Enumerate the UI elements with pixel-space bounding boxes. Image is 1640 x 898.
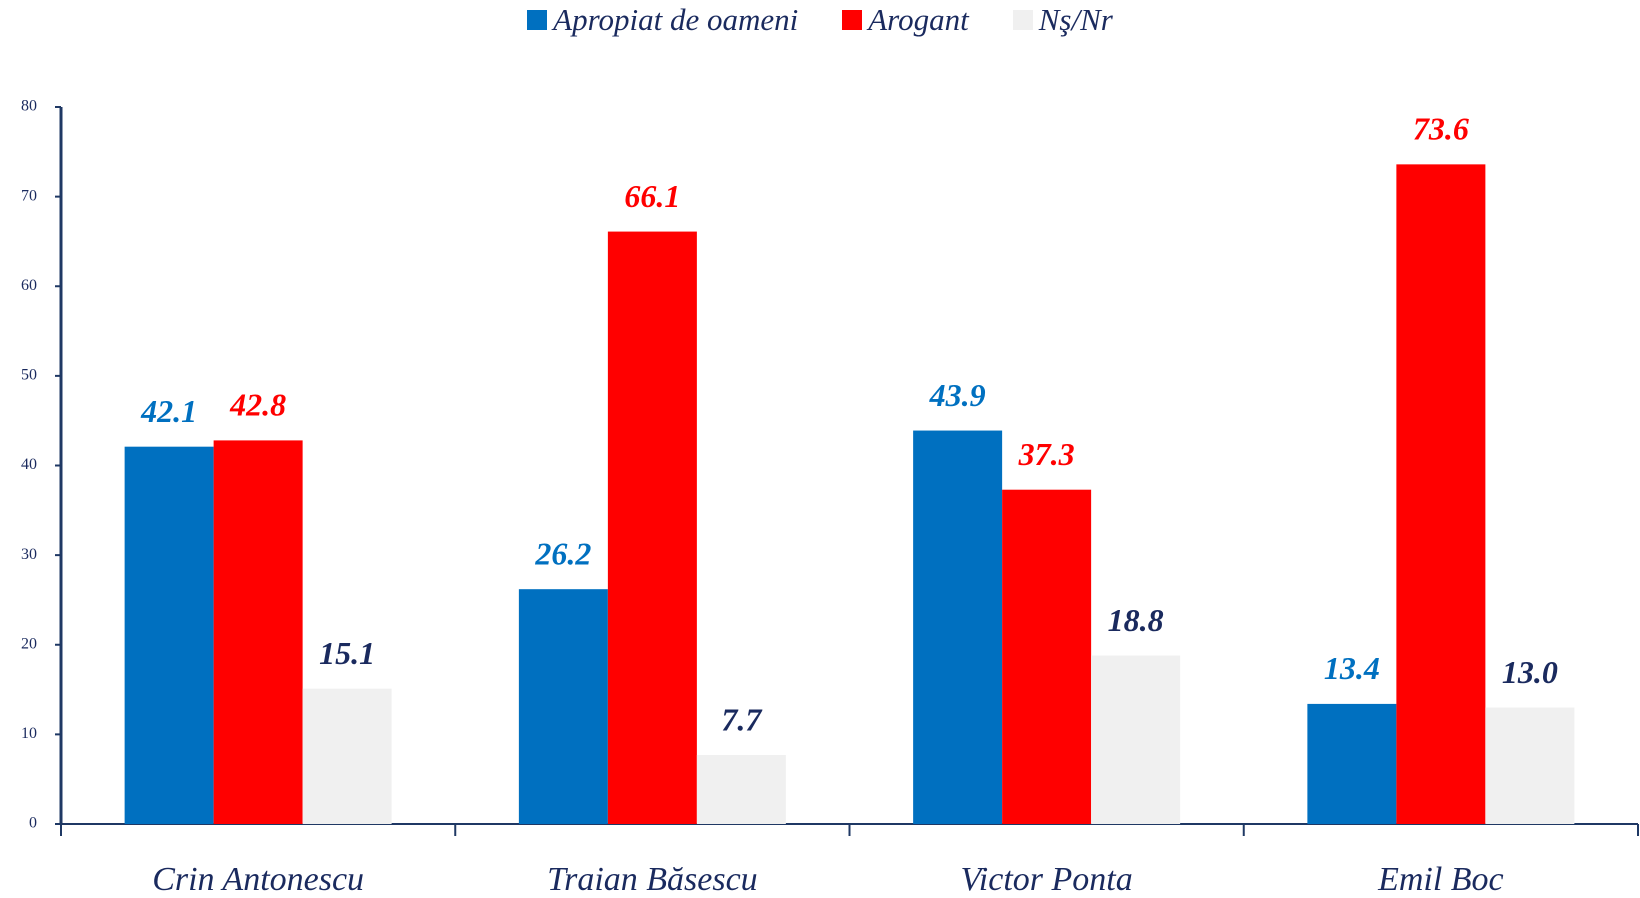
data-label: 7.7 bbox=[721, 701, 763, 737]
y-tick-label: 10 bbox=[21, 725, 37, 742]
data-label: 66.1 bbox=[624, 178, 680, 214]
legend-label: Arogant bbox=[868, 2, 969, 37]
data-label: 73.6 bbox=[1413, 111, 1469, 147]
legend-label: Apropiat de oameni bbox=[553, 2, 799, 37]
data-label: 43.9 bbox=[929, 377, 986, 413]
y-tick-label: 40 bbox=[21, 456, 37, 473]
data-label: 18.8 bbox=[1108, 602, 1164, 638]
y-tick-label: 20 bbox=[21, 635, 37, 652]
bar bbox=[1485, 707, 1575, 824]
data-label: 37.3 bbox=[1018, 436, 1075, 472]
legend-label: Nş/Nr bbox=[1038, 2, 1113, 37]
bar bbox=[518, 589, 608, 824]
x-tick-label: Crin Antonescu bbox=[152, 861, 364, 898]
bar bbox=[1396, 164, 1486, 825]
bar bbox=[1307, 703, 1397, 824]
bar bbox=[1091, 655, 1181, 824]
data-label: 13.4 bbox=[1324, 650, 1380, 686]
y-tick-label: 30 bbox=[21, 546, 37, 563]
legend-item: Nş/Nr bbox=[1012, 2, 1113, 38]
x-tick-label: Traian Băsescu bbox=[547, 861, 758, 898]
bar bbox=[1002, 489, 1092, 824]
legend-item: Arogant bbox=[842, 2, 969, 38]
bar bbox=[302, 688, 392, 824]
y-tick-label: 50 bbox=[21, 367, 37, 384]
data-label: 26.2 bbox=[534, 536, 591, 572]
legend-swatch bbox=[1012, 10, 1033, 30]
x-tick-label: Emil Boc bbox=[1377, 861, 1504, 898]
y-tick-label: 80 bbox=[21, 98, 37, 115]
y-tick-label: 60 bbox=[21, 277, 37, 294]
data-label: 13.0 bbox=[1502, 654, 1558, 690]
legend: Apropiat de oameni Arogant Nş/Nr bbox=[0, 2, 1640, 38]
data-label: 42.8 bbox=[229, 387, 286, 423]
data-label: 15.1 bbox=[319, 635, 375, 671]
y-tick-label: 0 bbox=[29, 815, 37, 832]
legend-swatch bbox=[842, 10, 863, 30]
data-label: 42.1 bbox=[140, 393, 197, 429]
y-tick-label: 70 bbox=[21, 187, 37, 204]
bar bbox=[607, 231, 697, 825]
bar bbox=[124, 446, 214, 824]
bar bbox=[213, 440, 303, 824]
bar bbox=[696, 754, 786, 824]
bar bbox=[913, 430, 1003, 824]
x-tick-label: Victor Ponta bbox=[961, 861, 1133, 898]
legend-item: Apropiat de oameni bbox=[527, 2, 798, 38]
legend-swatch bbox=[527, 10, 548, 30]
